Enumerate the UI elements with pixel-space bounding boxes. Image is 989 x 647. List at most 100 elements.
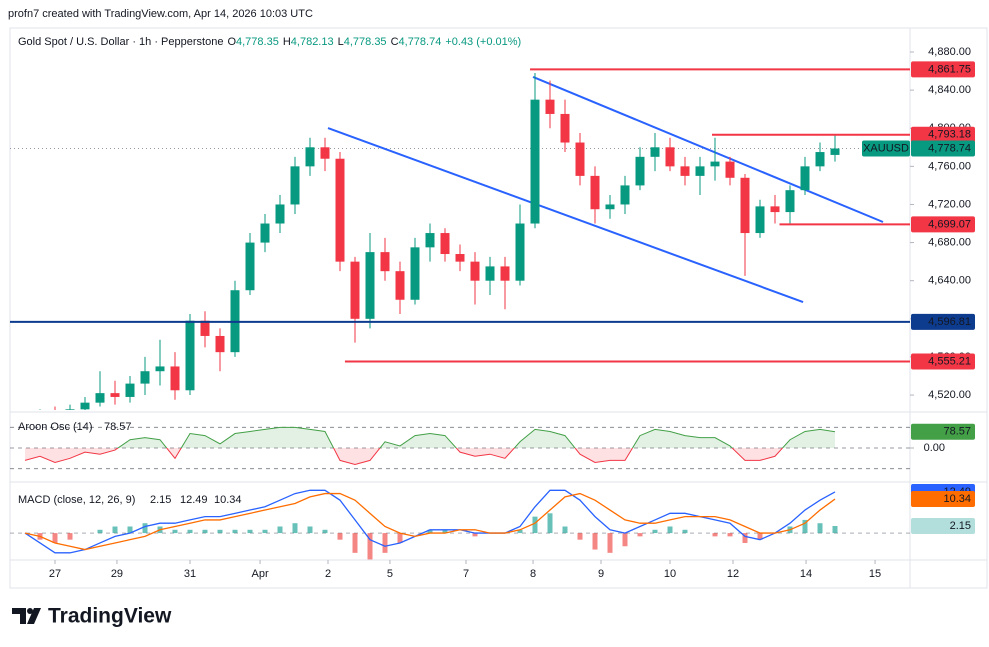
candle-body	[830, 148, 840, 155]
x-tick-label: 8	[530, 568, 536, 580]
candle-body	[305, 147, 315, 167]
histogram-bar	[637, 533, 643, 537]
candle-body	[80, 402, 90, 410]
y-tick-label: 4,840.00	[928, 84, 971, 96]
candle-body	[650, 147, 660, 157]
level-label-box	[911, 353, 975, 370]
histogram-bar	[592, 533, 598, 550]
candle-body	[200, 320, 210, 336]
candle-body	[665, 147, 675, 167]
indicator-value: 10.34	[214, 494, 242, 506]
ohlc-label: H	[283, 36, 291, 48]
candle-body	[545, 99, 555, 114]
candle-body	[800, 166, 810, 191]
last-price-label: 4,778.74	[928, 142, 971, 154]
histogram-bar	[142, 523, 148, 534]
level-label-box	[911, 126, 975, 143]
histogram-bar	[757, 533, 763, 540]
candle-body	[530, 99, 540, 224]
histogram-bar	[397, 533, 403, 543]
legend-header: Gold Spot / U.S. Dollar · 1h · Peppersto…	[18, 36, 521, 48]
histogram-bar	[682, 529, 688, 534]
candle-body	[470, 261, 480, 281]
candle-body	[215, 335, 225, 353]
brand-logo	[12, 608, 41, 624]
level-label: 4,699.07	[928, 218, 971, 230]
histogram-bar	[52, 533, 58, 543]
candle-body	[590, 175, 600, 210]
brand: TradingView	[48, 605, 172, 628]
candle-body	[575, 142, 585, 176]
chart-frame	[9, 27, 988, 589]
candle-body	[260, 223, 270, 243]
candle-body	[65, 409, 75, 410]
histogram-bar	[472, 533, 478, 537]
candle-body	[740, 177, 750, 234]
x-tick-label: 12	[727, 568, 739, 580]
indicator-value-label-box	[911, 491, 975, 508]
y-tick-label: 4,720.00	[928, 198, 971, 210]
candle-body	[245, 242, 255, 291]
price-pane	[10, 72, 910, 420]
ticker-box	[862, 140, 910, 157]
aroon-line	[117, 426, 836, 448]
histogram-bar	[802, 519, 808, 534]
candle-body	[140, 371, 150, 384]
ohlc-value: 4,782.13	[291, 36, 334, 48]
candle-body	[710, 161, 720, 167]
candle-body	[755, 206, 765, 234]
histogram-bar	[442, 529, 448, 534]
candle-body	[440, 233, 450, 255]
ohlc-label: L	[338, 36, 344, 48]
trend-line	[532, 76, 884, 223]
candle-body	[725, 161, 735, 178]
indicator-title: MACD (close, 12, 26, 9)	[18, 494, 135, 506]
candle-body	[815, 152, 825, 167]
histogram-bar	[667, 526, 673, 534]
candle-body	[455, 254, 465, 262]
symbol: Gold Spot / U.S. Dollar · 1h · Peppersto…	[18, 36, 223, 48]
histogram-bar	[352, 533, 358, 553]
credit: profn7 created with TradingView.com, Apr…	[8, 8, 313, 20]
y-tick-label: 4,640.00	[928, 275, 971, 287]
candle-body	[485, 266, 495, 281]
histogram-bar	[427, 529, 433, 534]
histogram-bar	[187, 529, 193, 534]
candle-body	[500, 266, 510, 281]
macd-line	[24, 492, 836, 551]
aroon-area	[25, 427, 835, 448]
level-label-box	[911, 61, 975, 78]
x-tick-label: 31	[184, 568, 196, 580]
macd-pane	[10, 489, 910, 560]
change: +0.43 (+0.01%)	[445, 36, 521, 48]
x-tick-label: 2	[325, 568, 331, 580]
candle-body	[515, 223, 525, 281]
y-tick-label: 4,680.00	[928, 236, 971, 248]
candle-body	[770, 206, 780, 213]
x-tick-label: 27	[49, 568, 61, 580]
candle-body	[155, 366, 165, 372]
histogram-bar	[172, 529, 178, 534]
trend-line	[327, 127, 804, 303]
histogram-bar	[577, 533, 583, 540]
x-tick-label: 15	[869, 568, 881, 580]
candle-body	[125, 383, 135, 397]
candle-body	[185, 320, 195, 391]
candle-body	[395, 271, 405, 300]
level-label: 4,793.18	[928, 129, 971, 141]
candle-body	[36, 414, 45, 420]
candle-body	[380, 252, 390, 272]
histogram-bar	[232, 529, 238, 534]
level-label: 4,861.75	[928, 63, 971, 75]
x-tick-label: 5	[387, 568, 393, 580]
indicator-value: 78.57	[104, 421, 132, 433]
histogram-bar	[712, 533, 718, 537]
candle-body	[635, 156, 645, 186]
ohlc-value: 4,778.35	[236, 36, 279, 48]
histogram-bar	[652, 529, 658, 534]
histogram-bar	[262, 529, 268, 534]
candle-body	[170, 366, 180, 391]
indicator-value: 12.49	[180, 494, 208, 506]
histogram-bar	[97, 529, 103, 534]
histogram-bar	[382, 533, 388, 553]
